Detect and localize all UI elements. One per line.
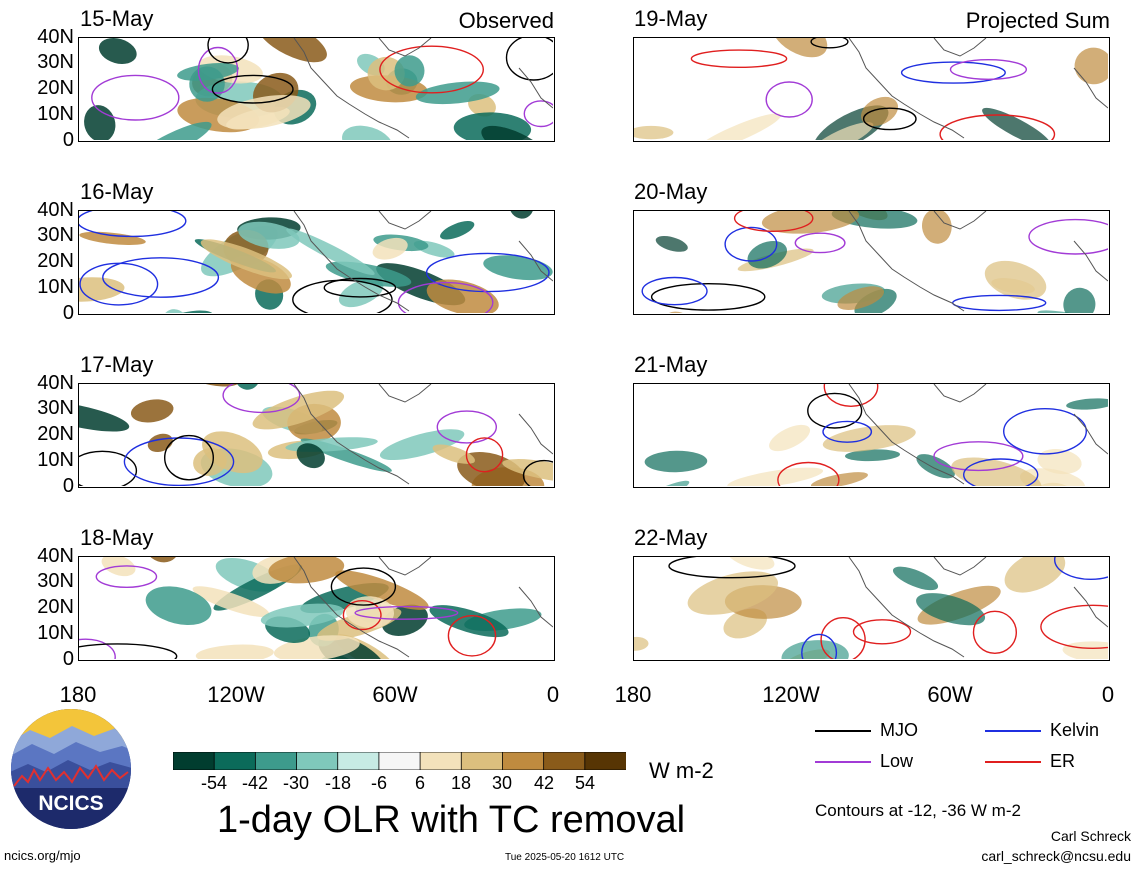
lon-label: 0 [1101, 682, 1115, 707]
panel-tag-observed: Observed [458, 8, 554, 33]
lat-label: 30N [37, 570, 74, 592]
panel-date-1: 15-May [80, 6, 154, 31]
panel-date-6: 20-May [634, 179, 708, 204]
lat-label: 10N [37, 449, 74, 471]
legend-line-er [985, 761, 1041, 763]
lat-label: 20N [37, 423, 74, 445]
colorbar-label: -54 [200, 773, 228, 793]
colorbar-label: 18 [450, 773, 472, 793]
colorbar-unit: W m-2 [649, 758, 714, 783]
lat-label: 0 [62, 302, 74, 324]
lat-label: 10N [37, 103, 74, 125]
map-panel-21-may [633, 383, 1110, 488]
colorbar-label: 30 [491, 773, 513, 793]
map-panel-18-may [78, 556, 555, 661]
map-panel-15-may [78, 37, 555, 142]
colorbar-label: -42 [241, 773, 269, 793]
lon-label: 180 [59, 682, 97, 707]
map-field [79, 557, 553, 659]
colorbar-label: 6 [414, 773, 426, 793]
map-field [641, 211, 1108, 313]
lon-label: 120W [762, 682, 820, 707]
map-field [79, 211, 553, 313]
colorbar-label: 54 [574, 773, 596, 793]
panel-date-8: 22-May [634, 525, 708, 550]
colorbar-swatch [543, 751, 586, 771]
contours-note: Contours at -12, -36 W m-2 [815, 801, 1021, 820]
colorbar-swatch [419, 751, 463, 771]
figure-title: 1-day OLR with TC removal [217, 799, 686, 841]
colorbar-swatch [172, 751, 216, 771]
colorbar-swatch [254, 751, 298, 771]
lat-label: 40N [37, 372, 74, 394]
colorbar-label: -6 [370, 773, 388, 793]
lat-label: 0 [62, 648, 74, 670]
lat-label: 40N [37, 199, 74, 221]
legend-label-mjo: MJO [880, 720, 918, 740]
colorbar-label: -18 [324, 773, 352, 793]
lat-label: 0 [62, 129, 74, 151]
map-field [79, 384, 553, 486]
panel-date-5: 19-May [634, 6, 708, 31]
lat-label: 20N [37, 596, 74, 618]
lat-label: 20N [37, 77, 74, 99]
panel-date-2: 16-May [80, 179, 154, 204]
lon-label: 0 [546, 682, 560, 707]
lat-label: 20N [37, 250, 74, 272]
map-panel-22-may [633, 556, 1110, 661]
panel-date-4: 18-May [80, 525, 154, 550]
map-field [634, 38, 1108, 140]
ncics-logo-icon: NCICS [11, 709, 131, 829]
map-field [634, 557, 1108, 659]
lon-label: 60W [927, 682, 973, 707]
lon-label: 180 [614, 682, 652, 707]
lon-label: 60W [372, 682, 418, 707]
logo-text: NCICS [38, 792, 103, 815]
map-panel-19-may [633, 37, 1110, 142]
colorbar-swatch [378, 751, 421, 771]
lat-label: 10N [37, 622, 74, 644]
colorbar-swatch [296, 751, 339, 771]
lat-label: 30N [37, 51, 74, 73]
ncics-logo: NCICS [10, 708, 132, 830]
colorbar-swatch [460, 751, 504, 771]
lat-label: 40N [37, 26, 74, 48]
author-name: Carl Schreck [1050, 828, 1131, 844]
site-link[interactable]: ncics.org/mjo [4, 848, 81, 863]
colorbar-swatch [502, 751, 545, 771]
colorbar-swatches [172, 751, 627, 771]
legend-line-low [815, 761, 871, 763]
lat-label: 30N [37, 224, 74, 246]
legend-label-er: ER [1050, 751, 1076, 771]
timestamp: Tue 2025-05-20 1612 UTC [505, 852, 625, 863]
lat-label: 0 [62, 475, 74, 497]
lat-label: 40N [37, 545, 74, 567]
lon-label: 120W [207, 682, 265, 707]
lat-label: 30N [37, 397, 74, 419]
author-email[interactable]: carl_schreck@ncsu.edu [981, 848, 1131, 864]
legend-line-kelvin [985, 730, 1041, 732]
panel-date-7: 21-May [634, 352, 708, 377]
map-field [84, 38, 553, 140]
lat-label: 10N [37, 276, 74, 298]
panel-tag-projected: Projected Sum [965, 8, 1110, 33]
colorbar [172, 751, 627, 771]
colorbar-label: -30 [282, 773, 310, 793]
map-field [634, 384, 1108, 486]
colorbar-swatch [337, 751, 380, 771]
map-panel-16-may [78, 210, 555, 315]
legend-label-kelvin: Kelvin [1050, 720, 1100, 740]
legend-line-mjo [815, 730, 871, 732]
colorbar-label: 42 [533, 773, 555, 793]
map-panel-17-may [78, 383, 555, 488]
colorbar-swatch [584, 751, 627, 771]
panel-date-3: 17-May [80, 352, 154, 377]
legend-label-low: Low [880, 751, 914, 771]
map-panel-20-may [633, 210, 1110, 315]
colorbar-swatch [213, 751, 257, 771]
